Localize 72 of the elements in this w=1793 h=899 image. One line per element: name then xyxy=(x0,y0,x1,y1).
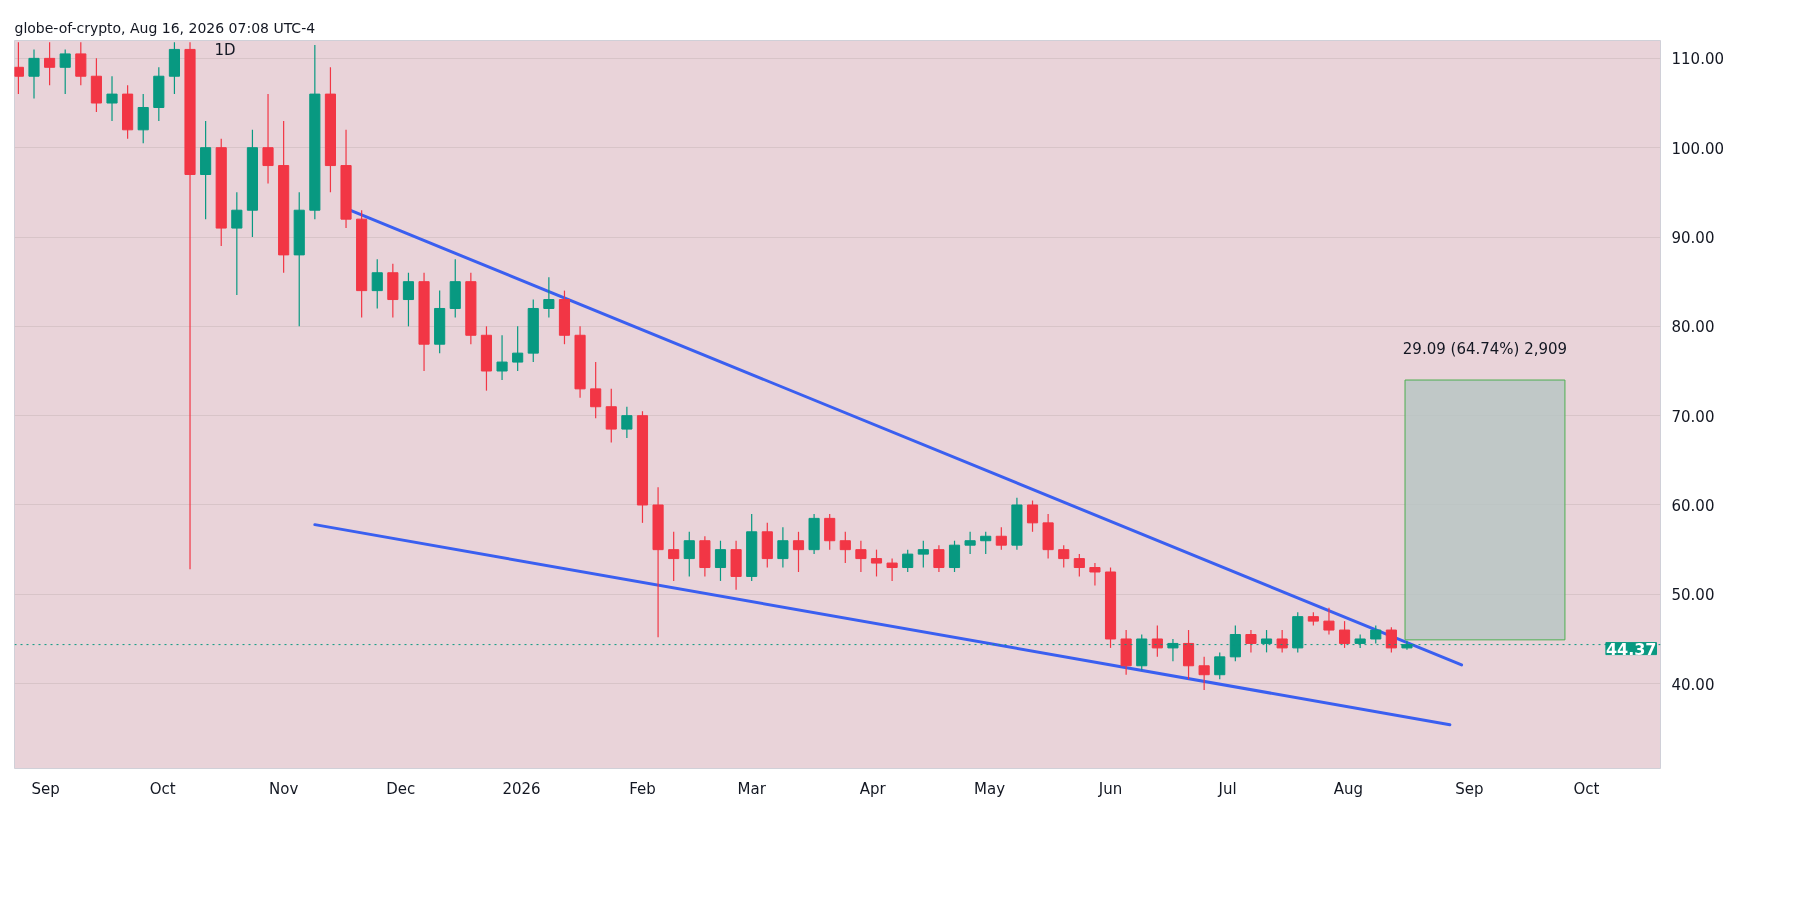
candlestick xyxy=(1058,544,1070,569)
candlestick xyxy=(824,513,836,551)
candlestick xyxy=(231,191,243,296)
candlestick xyxy=(964,531,976,555)
x-tick-label: Oct xyxy=(149,779,176,798)
candlestick xyxy=(371,258,383,310)
candlestick xyxy=(1151,624,1163,658)
y-tick-label: 60.00 xyxy=(1671,496,1715,515)
candlestick xyxy=(14,41,24,95)
x-tick-label: Sep xyxy=(31,779,60,798)
x-tick-label: Mar xyxy=(737,779,767,798)
candlestick xyxy=(668,531,680,582)
x-tick-label: Jul xyxy=(1217,779,1237,798)
candlestick xyxy=(902,549,914,573)
y-tick-label: 50.00 xyxy=(1671,586,1715,605)
text: globe-of-crypto, Aug 16, 2026 07:08 UTC-4 xyxy=(14,19,316,36)
ref-line-label: 44.37 xyxy=(1605,639,1657,659)
y-tick-label: 40.00 xyxy=(1671,675,1715,694)
candlestick xyxy=(621,406,633,439)
y-tick-label: 80.00 xyxy=(1671,318,1715,337)
candlestick xyxy=(1182,629,1195,680)
candlestick xyxy=(714,540,727,582)
candlestick xyxy=(1323,607,1335,636)
y-tick-label: 110.00 xyxy=(1671,50,1724,69)
candlestick xyxy=(28,48,40,100)
candlestick xyxy=(1214,651,1226,680)
candlestick xyxy=(605,388,617,444)
candlestick xyxy=(59,48,71,95)
candlestick xyxy=(870,549,883,578)
candlestick xyxy=(839,531,851,564)
y-tick-label: 100.00 xyxy=(1671,139,1724,158)
candlestick xyxy=(886,557,898,582)
candlestick xyxy=(402,272,415,327)
candlestick xyxy=(1385,626,1397,653)
candlestick xyxy=(137,93,149,144)
x-tick-label: May xyxy=(974,779,1006,798)
annotation: 29.09 (64.74%) 2,909 xyxy=(1402,340,1568,359)
candlestick xyxy=(496,334,508,381)
y-tick-label: 90.00 xyxy=(1671,229,1715,248)
candlestick xyxy=(1338,620,1351,649)
x-tick-label: Sep xyxy=(1455,779,1484,798)
candlestick xyxy=(75,41,87,86)
x-tick-label: 2026 xyxy=(502,779,541,798)
chart-title: 1D xyxy=(214,40,236,59)
y-tick-label: 70.00 xyxy=(1671,407,1715,426)
candlestick xyxy=(512,325,524,372)
candlestick xyxy=(1198,656,1210,691)
candlestick xyxy=(44,41,56,86)
candlestick xyxy=(262,93,274,185)
candlestick xyxy=(933,544,945,573)
candlestick xyxy=(1089,562,1101,586)
x-tick-label: Apr xyxy=(859,779,887,798)
candlestick xyxy=(683,531,695,578)
candlestick xyxy=(1245,629,1257,653)
x-tick-label: Oct xyxy=(1573,779,1600,798)
candlestick xyxy=(995,526,1007,551)
x-tick-label: Nov xyxy=(269,779,299,798)
candlestick xyxy=(1026,499,1039,533)
candlestick xyxy=(1073,553,1085,578)
x-tick-label: Jun xyxy=(1097,779,1123,798)
x-tick-label: Aug xyxy=(1333,779,1364,798)
candlestick xyxy=(917,540,929,569)
candlestick xyxy=(543,276,555,319)
candlestick xyxy=(106,75,118,122)
candlestick xyxy=(792,531,805,573)
candlestick xyxy=(855,540,867,573)
candlestick xyxy=(590,361,602,419)
candlestick xyxy=(777,526,789,569)
x-tick-label: Feb xyxy=(629,779,656,798)
candlestick xyxy=(948,540,961,573)
candlestick xyxy=(980,531,992,555)
x-tick-label: Dec xyxy=(386,779,416,798)
